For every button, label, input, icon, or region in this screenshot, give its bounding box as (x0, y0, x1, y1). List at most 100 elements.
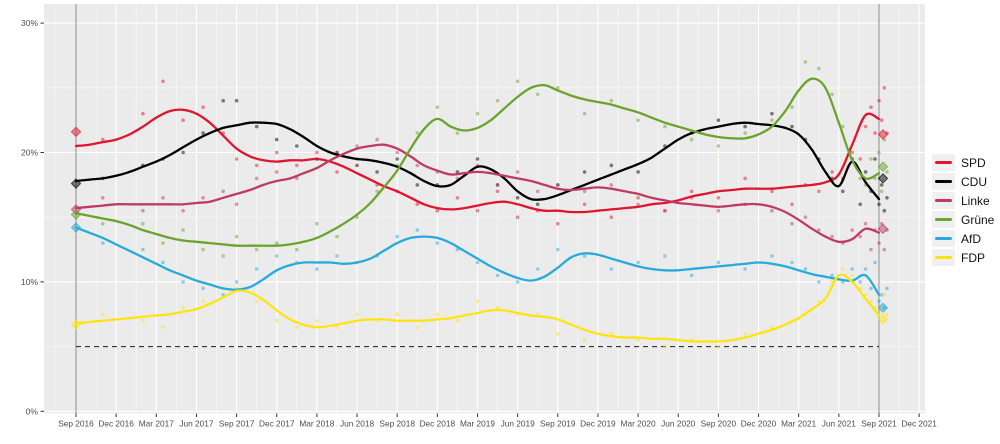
poll-point-grüne (161, 241, 165, 245)
poll-point-fdp (475, 299, 480, 304)
poll-point-spd (161, 79, 165, 84)
legend-key-linke (932, 192, 955, 209)
poll-point-linke (636, 202, 640, 207)
election-marker-2021-cdu (877, 173, 889, 184)
trend-line-grüne (74, 77, 881, 247)
x-tick-label: Sep 2021 (861, 419, 897, 429)
poll-point-afd (858, 280, 862, 284)
poll-point-cdu (841, 189, 845, 194)
trend-line-linke (74, 143, 881, 244)
poll-point-grüne (556, 86, 560, 90)
poll-point-spd (475, 208, 480, 213)
poll-point-spd (858, 157, 862, 161)
x-tick-label: Jun 2018 (340, 419, 375, 429)
poll-point-grüne (274, 241, 279, 245)
poll-point-afd (830, 273, 834, 278)
poll-point-linke (535, 189, 540, 194)
poll-point-spd (274, 150, 279, 155)
x-tick-label: Sep 2020 (701, 419, 737, 429)
poll-point-grüne (315, 221, 319, 226)
poll-point-fdp (335, 325, 339, 330)
poll-point-fdp (556, 331, 560, 336)
poll-point-spd (770, 189, 774, 194)
x-tick-label: Dec 2018 (420, 419, 456, 429)
poll-point-spd (877, 98, 881, 103)
election-marker-2021-linke (877, 223, 889, 235)
legend-item-gruene: Grüne (932, 210, 994, 229)
poll-point-linke (181, 208, 185, 213)
poll-point-cdu (295, 144, 299, 148)
poll-point-cdu (415, 183, 420, 187)
poll-point-afd (689, 273, 694, 278)
poll-point-grüne (141, 221, 145, 226)
poll-point-afd (495, 273, 500, 278)
x-tick-label: Jun 2021 (822, 419, 857, 429)
election-result-markers (70, 126, 889, 330)
poll-point-afd (274, 254, 279, 258)
poll-point-fdp (869, 299, 873, 304)
poll-point-grüne (495, 98, 500, 103)
poll-point-linke (274, 170, 279, 174)
poll-point-spd (556, 221, 560, 226)
legend-item-spd: SPD (932, 153, 994, 172)
poll-point-afd (803, 267, 808, 271)
poll-point-grüne (830, 92, 834, 97)
poll-point-cdu (873, 157, 877, 161)
poll-point-fdp (455, 318, 460, 323)
poll-point-spd (515, 215, 520, 219)
election-marker-2016-afd (70, 222, 82, 233)
poll-point-grüne (295, 247, 299, 252)
poll-point-fdp (850, 273, 854, 278)
y-tick-label: 10% (21, 277, 38, 287)
y-tick-label: 20% (21, 148, 38, 158)
poll-point-fdp (770, 325, 774, 330)
poll-point-spd (873, 131, 877, 135)
poll-point-fdp (435, 312, 440, 317)
poll-point-fdp (201, 299, 205, 304)
poll-point-grüne (869, 157, 873, 161)
x-tick-label: Jun 2017 (179, 419, 214, 429)
poll-point-grüne (515, 79, 520, 84)
poll-point-linke (355, 144, 359, 148)
legend-key-spd (932, 154, 955, 171)
poll-point-fdp (181, 306, 185, 310)
poll-point-spd (863, 124, 868, 129)
poll-point-afd (254, 267, 259, 271)
poll-point-fdp (295, 325, 299, 330)
poll-point-spd (830, 170, 834, 174)
x-tick-label: Mar 2018 (299, 419, 334, 429)
poll-point-grüne (636, 118, 640, 122)
poll-point-afd (850, 267, 854, 271)
x-tick-label: Sep 2016 (58, 419, 94, 429)
poll-point-cdu (254, 124, 259, 129)
poll-point-afd (234, 280, 239, 284)
x-tick-label: Mar 2020 (621, 419, 656, 429)
poll-point-spd (141, 111, 145, 116)
poll-point-afd (201, 286, 205, 291)
poll-point-grüne (101, 221, 105, 226)
poll-point-grüne (455, 131, 460, 135)
poll-point-afd (879, 293, 884, 297)
poll-point-fdp (395, 312, 400, 317)
legend-key-fdp (932, 249, 955, 266)
poll-point-fdp (609, 331, 614, 336)
poll-point-fdp (885, 312, 889, 317)
poll-point-linke (770, 208, 774, 213)
poll-point-grüne (841, 124, 845, 129)
election-marker-2016-fdp (70, 319, 82, 330)
poll-point-linke (877, 241, 881, 245)
poll-point-spd (879, 118, 884, 122)
poll-point-linke (415, 163, 420, 168)
poll-point-linke (850, 228, 854, 232)
poll-point-afd (817, 280, 821, 284)
poll-point-afd (515, 280, 520, 284)
poll-point-linke (395, 150, 400, 155)
x-tick-label: Jun 2020 (661, 419, 696, 429)
poll-point-fdp (254, 299, 259, 304)
poll-point-cdu (636, 170, 640, 174)
poll-point-spd (689, 189, 694, 194)
poll-point-cdu (882, 208, 887, 213)
poll-point-cdu (609, 163, 614, 168)
poll-point-fdp (141, 318, 145, 323)
poll-point-cdu (274, 137, 279, 142)
